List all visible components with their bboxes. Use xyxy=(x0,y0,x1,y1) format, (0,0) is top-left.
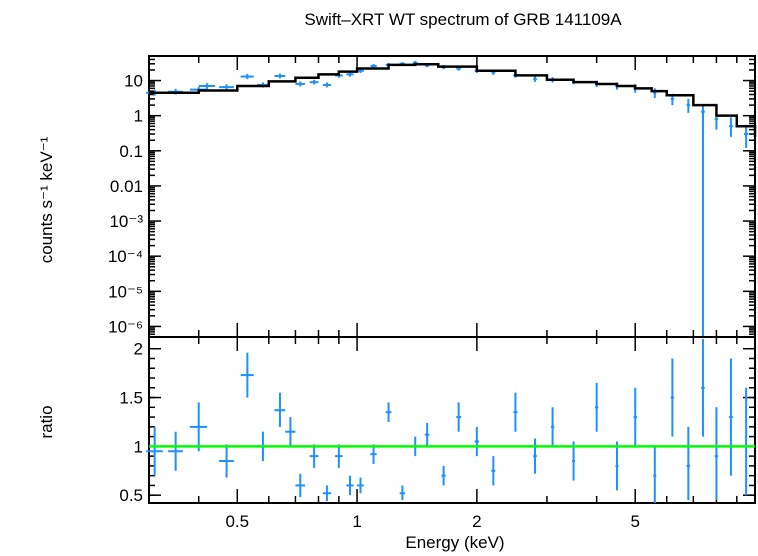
chart-title: Swift–XRT WT spectrum of GRB 141109A xyxy=(304,10,622,29)
x-tick-label: 1 xyxy=(352,512,361,531)
y-tick-label: 0.1 xyxy=(119,142,143,161)
x-tick-label: 0.5 xyxy=(225,512,249,531)
y-axis-label-bottom: ratio xyxy=(37,405,56,438)
x-tick-label: 2 xyxy=(472,512,481,531)
x-axis-label: Energy (keV) xyxy=(405,533,504,552)
plot-frame-top xyxy=(148,55,756,338)
y-tick-label: 1 xyxy=(134,107,143,126)
y-tick-label: 1.5 xyxy=(119,389,143,408)
plot-frame-bottom xyxy=(148,336,756,504)
y-tick-label: 10⁻⁶ xyxy=(108,317,143,336)
model-line xyxy=(149,63,757,137)
y-tick-label: 1 xyxy=(134,437,143,456)
y-tick-label: 0.5 xyxy=(119,486,143,505)
x-tick-label: 5 xyxy=(630,512,639,531)
spectrum-panel: 10 1 0.1 0.01 10⁻³ 10⁻⁴ 10⁻⁵ 10⁻⁶ xyxy=(108,55,757,338)
y-tick-label: 10⁻⁵ xyxy=(108,282,143,301)
y-tick-label: 2 xyxy=(134,340,143,359)
y-tick-label: 10⁻⁴ xyxy=(108,247,143,266)
y-tick-label: 10 xyxy=(124,72,143,91)
y-tick-label: 0.01 xyxy=(110,177,143,196)
y-tick-label: 10⁻³ xyxy=(109,212,143,231)
y-axis-label-top: counts s⁻¹ keV⁻¹ xyxy=(37,136,56,263)
ratio-panel: 2 1.5 1 0.5 0.5 1 2 5 xyxy=(119,336,756,531)
